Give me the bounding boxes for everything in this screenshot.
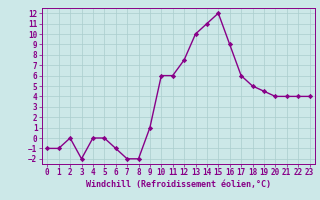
X-axis label: Windchill (Refroidissement éolien,°C): Windchill (Refroidissement éolien,°C) bbox=[86, 180, 271, 189]
